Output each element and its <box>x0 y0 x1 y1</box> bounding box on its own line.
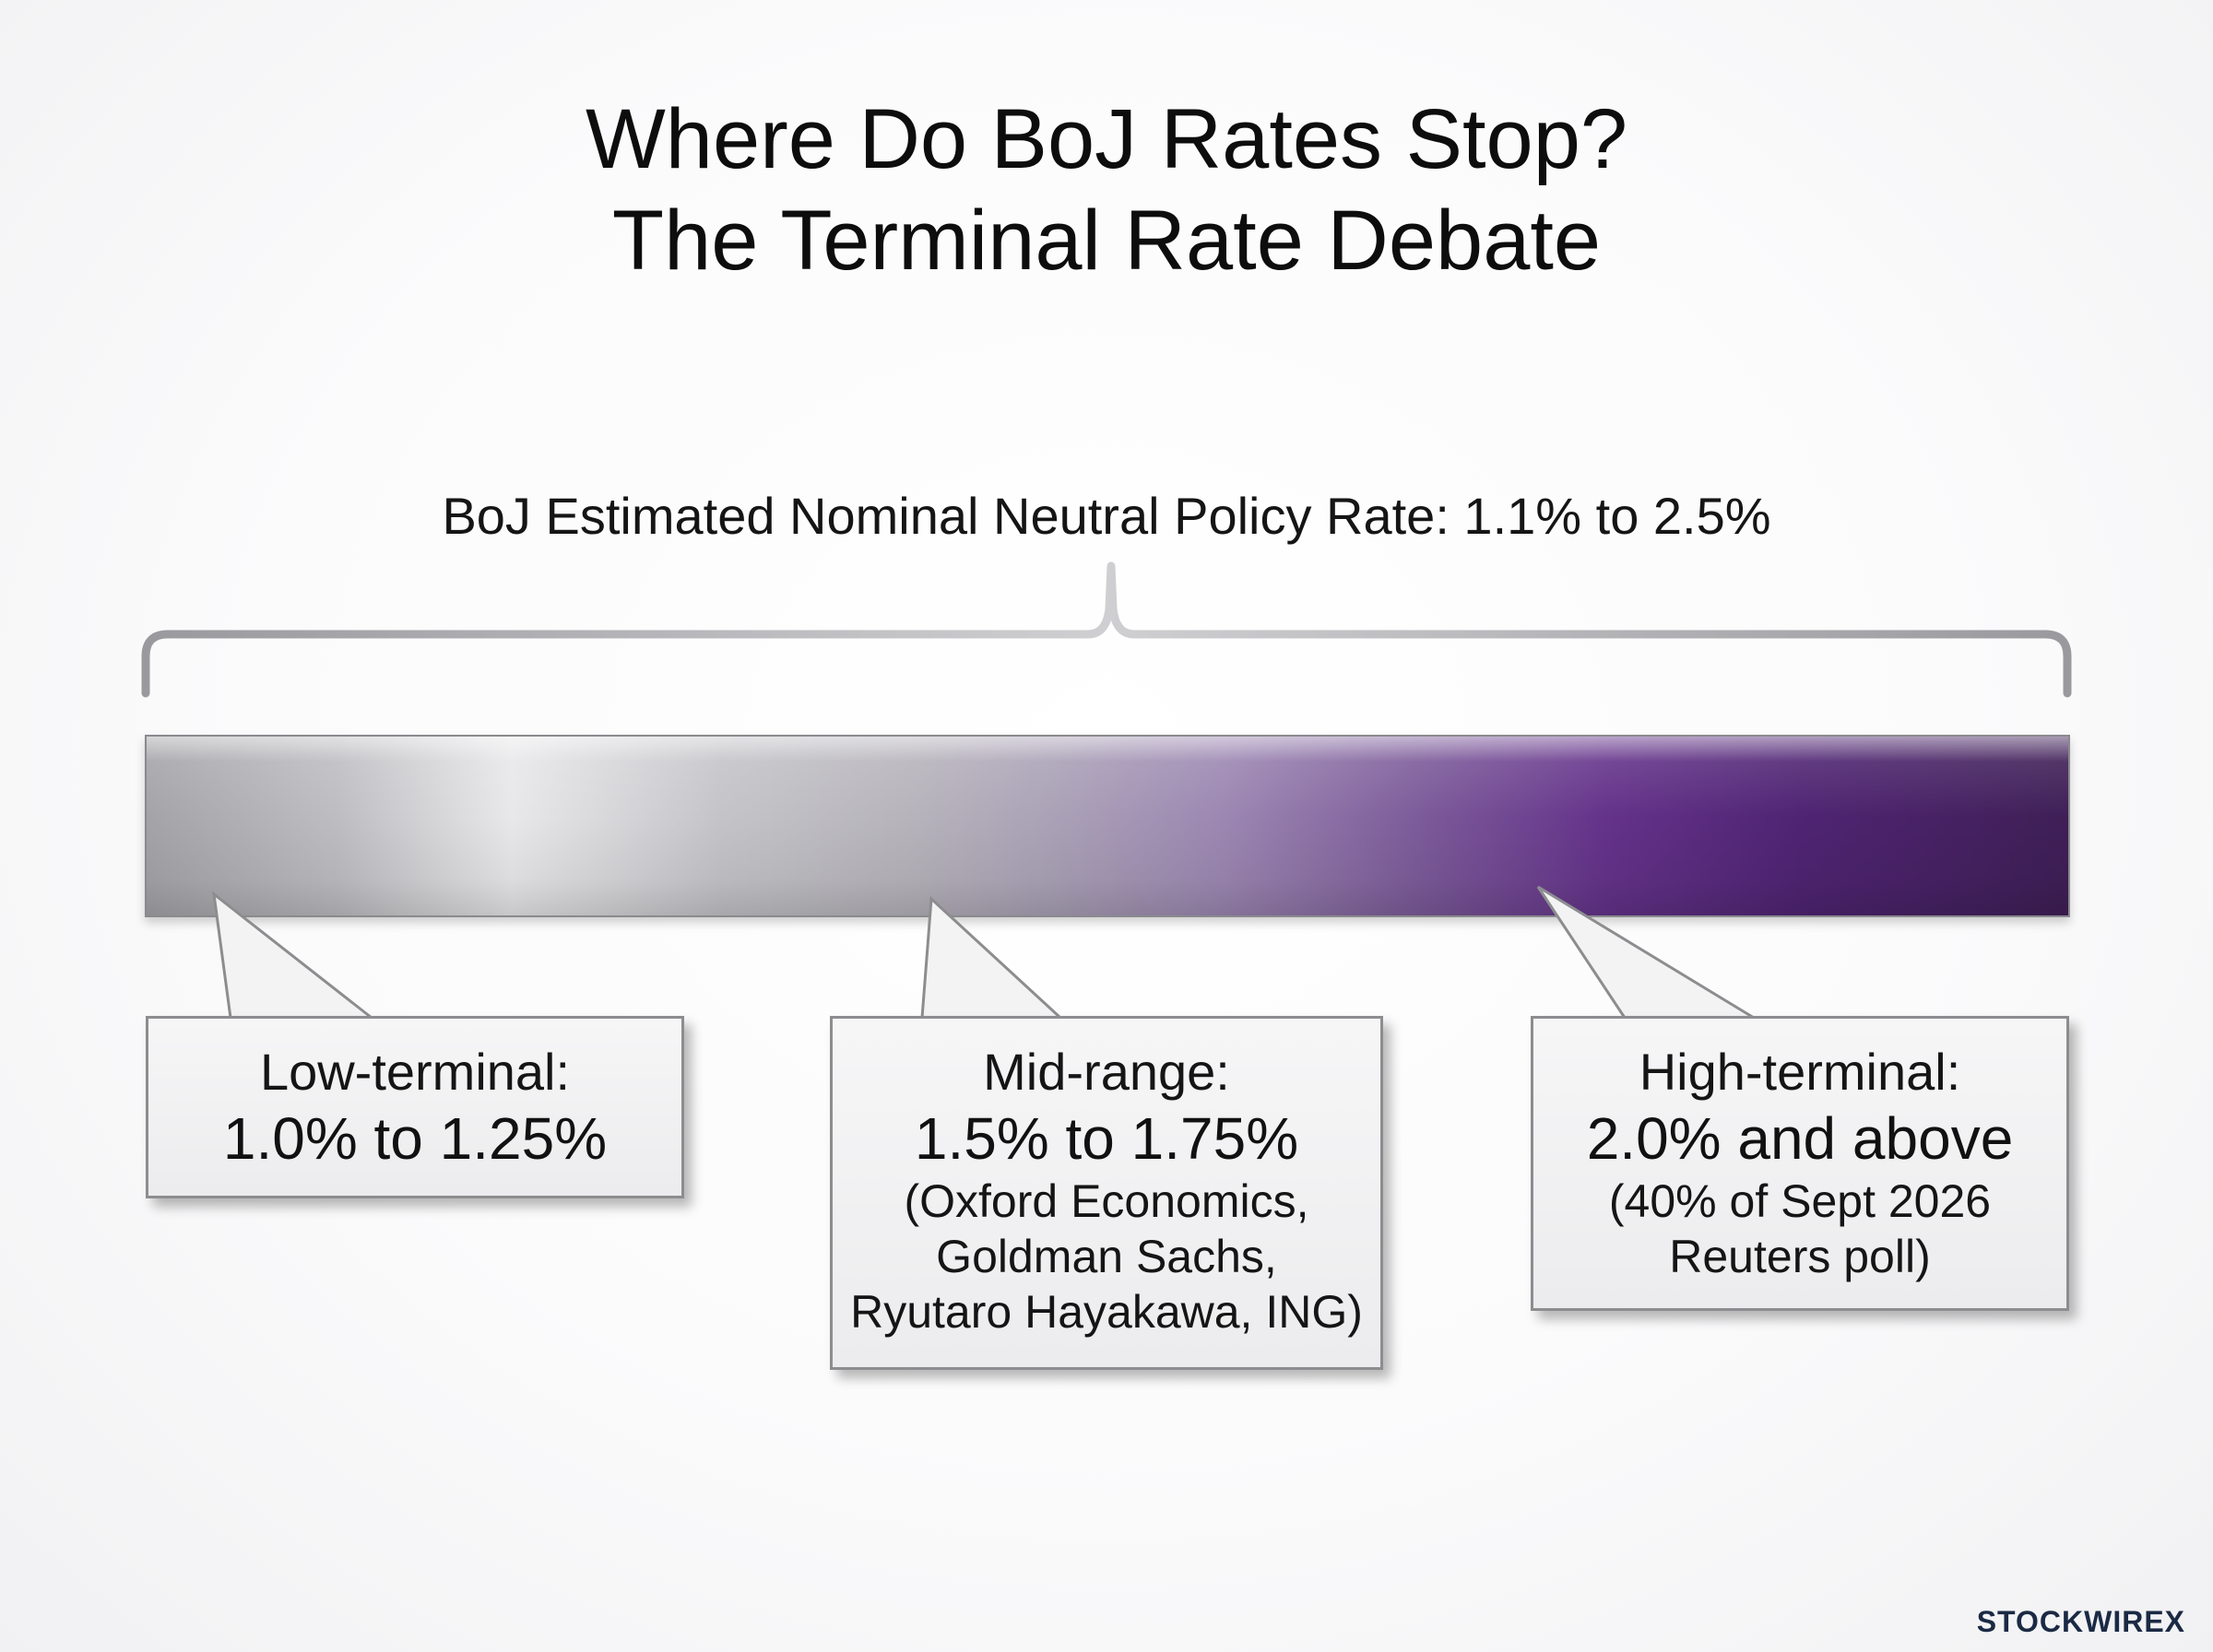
logo-x-icon: X <box>2164 1605 2185 1638</box>
stockwire-logo: STOCKWIREX <box>1977 1605 2185 1639</box>
high-terminal-callout: High-terminal: 2.0% and above (40% of Se… <box>1531 1016 2069 1311</box>
high-terminal-note-line-1: (40% of Sept 2026 <box>1608 1175 1992 1227</box>
low-terminal-heading: Low-terminal: <box>259 1043 571 1101</box>
mid-range-value: 1.5% to 1.75% <box>914 1105 1299 1172</box>
terminal-rate-scale-bar <box>145 735 2070 917</box>
brace-shape <box>141 561 2072 698</box>
low-terminal-callout: Low-terminal: 1.0% to 1.25% <box>146 1016 684 1198</box>
high-terminal-value: 2.0% and above <box>1586 1105 2014 1172</box>
mid-range-note-line-3: Ryutaro Hayakawa, ING) <box>850 1286 1363 1338</box>
high-terminal-heading: High-terminal: <box>1639 1043 1961 1101</box>
title-line-2: The Terminal Rate Debate <box>611 194 1602 288</box>
mid-range-note-line-2: Goldman Sachs, <box>936 1231 1277 1282</box>
mid-range-heading: Mid-range: <box>983 1043 1230 1101</box>
high-terminal-note-line-2: Reuters poll) <box>1669 1231 1931 1282</box>
chart-title: Where Do BoJ Rates Stop? The Terminal Ra… <box>0 88 2213 291</box>
low-terminal-value: 1.0% to 1.25% <box>222 1105 608 1172</box>
title-line-1: Where Do BoJ Rates Stop? <box>585 92 1628 186</box>
neutral-rate-range-label: BoJ Estimated Nominal Neutral Policy Rat… <box>442 487 1771 545</box>
mid-range-note-line-1: (Oxford Economics, <box>904 1175 1309 1227</box>
logo-text: STOCKWIRE <box>1976 1605 2165 1638</box>
mid-range-callout: Mid-range: 1.5% to 1.75% (Oxford Economi… <box>830 1016 1383 1370</box>
